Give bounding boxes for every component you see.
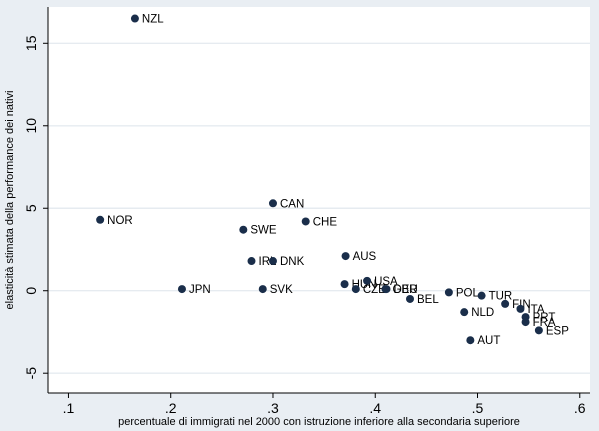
data-point-ita <box>516 304 525 313</box>
point-label-aus: AUS <box>353 251 377 263</box>
point-label-fra: FRA <box>533 317 556 329</box>
plot-area <box>48 7 590 393</box>
data-point-jpn <box>177 285 186 294</box>
x-tick-label: .6 <box>574 400 586 416</box>
point-label-swe: SWE <box>250 225 277 237</box>
y-axis-title: elasticità stimata della performance dei… <box>4 91 16 310</box>
data-point-fin <box>501 299 510 308</box>
point-label-bel: BEL <box>417 294 439 306</box>
data-point-hun <box>340 280 349 289</box>
data-point-che <box>301 217 310 226</box>
point-label-deu: DEU <box>393 284 417 296</box>
data-point-swe <box>239 225 248 234</box>
point-label-esp: ESP <box>546 325 569 337</box>
grid-lines <box>48 42 590 374</box>
x-tick-label: .4 <box>369 400 381 416</box>
point-label-tur: TUR <box>489 291 513 303</box>
axes: -5 0 5 10 15 .1 .2 .3 .4 .5 .6 <box>23 7 590 416</box>
point-label-svk: SVK <box>270 284 293 296</box>
x-axis-title: percentuale di immigrati nel 2000 con is… <box>118 416 520 428</box>
data-point-pol <box>444 288 453 297</box>
y-tick-label: 10 <box>23 118 39 134</box>
x-tick-label: .3 <box>267 400 279 416</box>
y-tick-label: 15 <box>23 35 39 51</box>
data-point-dnk <box>268 257 277 266</box>
y-tick-label: 0 <box>23 287 39 295</box>
data-point-nor <box>96 215 105 224</box>
point-label-prt: PRT <box>533 312 556 324</box>
y-tick-label: 5 <box>23 204 39 212</box>
point-label-usa: USA <box>374 276 398 288</box>
point-label-ita: ITA <box>527 304 544 316</box>
point-label-nzl: NZL <box>142 14 164 26</box>
point-label-nor: NOR <box>107 215 133 227</box>
data-point-can <box>268 199 277 208</box>
data-point-svk <box>258 285 267 294</box>
point-label-cze: CZE <box>363 284 386 296</box>
data-point-irl <box>247 257 256 266</box>
data-point-fra <box>521 318 530 327</box>
data-point-esp <box>534 326 543 335</box>
data-point-nld <box>460 308 469 317</box>
point-label-dnk: DNK <box>280 256 305 268</box>
data-point-aut <box>466 336 475 345</box>
point-label-jpn: JPN <box>189 284 211 296</box>
data-point-tur <box>477 291 486 300</box>
point-label-can: CAN <box>280 198 304 210</box>
data-point-bel <box>406 294 415 303</box>
x-tick-label: .1 <box>63 400 75 416</box>
x-tick-label: .5 <box>472 400 484 416</box>
data-point-nzl <box>130 14 139 23</box>
y-tick-label: -5 <box>23 367 39 380</box>
x-tick-label: .2 <box>165 400 177 416</box>
point-label-nld: NLD <box>471 307 494 319</box>
point-label-pol: POL <box>456 287 480 299</box>
data-point-usa <box>363 276 372 285</box>
point-label-che: CHE <box>313 216 338 228</box>
data-point-cze <box>351 285 360 294</box>
data-point-aus <box>341 252 350 261</box>
point-label-gbr: GBR <box>392 284 417 296</box>
point-label-aut: AUT <box>477 335 500 347</box>
data-point-deu <box>382 285 391 294</box>
